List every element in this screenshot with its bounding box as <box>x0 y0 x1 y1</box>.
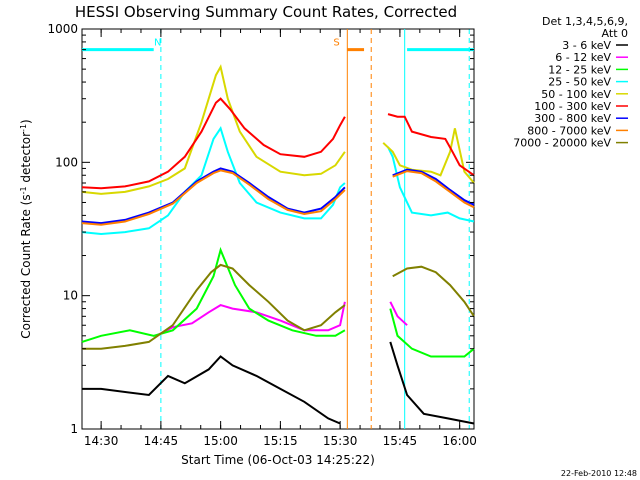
legend-label-0: 3 - 6 keV <box>562 39 611 52</box>
legend-label-7: 800 - 7000 keV <box>527 124 611 137</box>
series-5-line-1 <box>387 113 475 177</box>
series-1-line-1 <box>389 301 408 326</box>
series-2-line-1 <box>389 308 475 358</box>
legend-label-4: 50 - 100 keV <box>541 88 611 101</box>
series-7-line-0 <box>81 169 346 226</box>
legend-label-8: 7000 - 20000 keV <box>513 137 611 150</box>
series-5-line-0 <box>81 97 346 190</box>
series-7-line-1 <box>392 170 475 209</box>
marker-label-2: S <box>333 38 339 49</box>
x-tick-label-0: 14:30 <box>84 434 119 448</box>
y-tick-label-0: 1 <box>70 422 78 436</box>
series-0-line-0 <box>82 355 341 425</box>
y-tick-label-3: 1000 <box>47 22 78 36</box>
x-axis-ticks: 14:30 14:45 15:00 15:15 15:30 15:45 16:00 <box>84 29 477 448</box>
y-axis-label-sup1: -1 <box>19 186 28 194</box>
legend-header-line2: Att 0 <box>602 27 628 40</box>
marker-label-0: N <box>154 38 161 49</box>
chart-title: HESSI Observing Summary Count Rates, Cor… <box>75 3 457 21</box>
x-tick-label-1: 14:45 <box>144 434 179 448</box>
plot-frame <box>81 28 475 430</box>
y-tick-label-2: 100 <box>55 155 78 169</box>
legend-label-2: 12 - 25 keV <box>548 63 611 76</box>
series-3-line-0 <box>81 125 346 236</box>
legend-label-1: 6 - 12 keV <box>555 51 611 64</box>
x-tick-label-2: 15:00 <box>203 434 238 448</box>
vertical-lines <box>160 29 470 429</box>
series-3-line-1 <box>387 146 475 223</box>
series-4-line-1 <box>382 128 475 184</box>
series-6-line-1 <box>392 168 475 206</box>
y-axis-label: Corrected Count Rate (s-1 detector-1) <box>19 119 34 338</box>
series-6-line-0 <box>81 167 346 225</box>
x-tick-label-3: 15:15 <box>263 434 298 448</box>
legend-label-3: 25 - 50 keV <box>548 76 611 89</box>
series-0-line-1 <box>389 341 475 425</box>
y-axis-label-sup2: -1 <box>19 124 28 132</box>
y-axis-label-end: ) <box>19 119 33 124</box>
y-axis-label-mid: detector <box>19 132 33 187</box>
legend-header-line1: Det 1,3,4,5,6,9, <box>542 15 628 28</box>
x-tick-label-5: 15:45 <box>383 434 418 448</box>
x-axis-label: Start Time (06-Oct-03 14:25:22) <box>181 453 375 467</box>
footer-date: 22-Feb-2010 12:48 <box>561 469 637 478</box>
legend-label-6: 300 - 800 keV <box>534 112 611 125</box>
series-group <box>81 64 475 425</box>
y-axis-ticks: 1 10 100 1000 <box>47 22 474 436</box>
x-tick-label-4: 15:30 <box>323 434 358 448</box>
series-4-line-0 <box>81 64 346 195</box>
y-axis-label-main: Corrected Count Rate (s <box>19 194 33 338</box>
legend-label-5: 100 - 300 keV <box>534 100 611 113</box>
series-2-line-0 <box>81 246 346 343</box>
y-tick-label-1: 10 <box>63 289 78 303</box>
series-8-line-1 <box>392 265 475 317</box>
x-tick-label-6: 16:00 <box>442 434 477 448</box>
series-8-line-0 <box>82 263 346 350</box>
series-1-line-0 <box>155 301 346 337</box>
